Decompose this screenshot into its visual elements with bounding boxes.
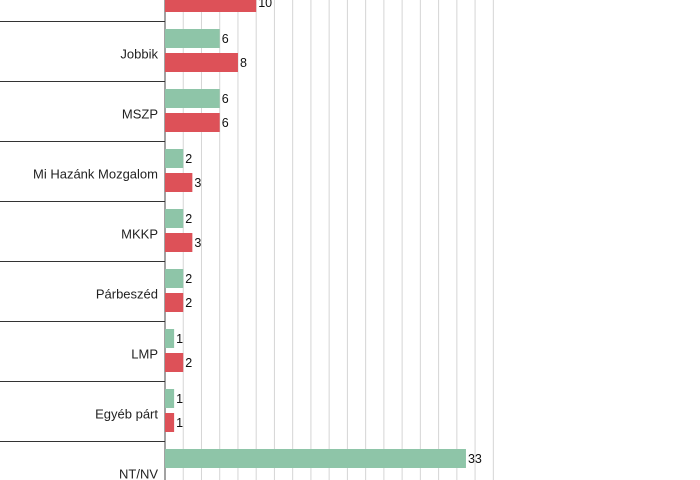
bar: [165, 389, 175, 408]
data-label: 6: [222, 116, 229, 130]
data-label: 1: [176, 332, 183, 346]
category-separators: [0, 21, 165, 442]
data-label: 8: [240, 56, 247, 70]
bar: [165, 173, 193, 192]
category-label: MSZP: [122, 106, 158, 121]
bars: [165, 0, 466, 468]
bar: [165, 353, 184, 372]
bar: [165, 449, 466, 468]
bar: [165, 269, 184, 288]
data-label: 2: [185, 296, 192, 310]
bar: [165, 113, 220, 132]
data-label: 3: [194, 176, 201, 190]
bar: [165, 293, 184, 312]
data-label: 2: [185, 272, 192, 286]
category-label: Mi Hazánk Mozgalom: [33, 166, 158, 181]
bar: [165, 209, 184, 228]
bar: [165, 329, 175, 348]
bar: [165, 89, 220, 108]
data-label: 10: [258, 0, 272, 10]
bar: [165, 149, 184, 168]
category-labels: Jobbik MSZP Mi Hazánk Mozgalom MKKP Párbeszé…: [33, 46, 159, 480]
category-label: MKKP: [121, 226, 158, 241]
data-label: 2: [185, 152, 192, 166]
data-label: 6: [222, 92, 229, 106]
bar: [165, 0, 257, 12]
data-label: 2: [185, 356, 192, 370]
category-label: Jobbik: [120, 46, 158, 61]
grid: [164, 0, 494, 480]
category-label: NT/NV: [119, 466, 158, 480]
data-label: 1: [176, 416, 183, 430]
data-label: 1: [176, 392, 183, 406]
data-label: 2: [185, 212, 192, 226]
category-label: LMP: [131, 346, 158, 361]
bar: [165, 233, 193, 252]
category-label: Egyéb párt: [95, 406, 158, 421]
bar: [165, 53, 238, 72]
data-label: 33: [468, 452, 482, 466]
bar: [165, 29, 220, 48]
data-label: 6: [222, 32, 229, 46]
bar: [165, 413, 175, 432]
data-label: 3: [194, 236, 201, 250]
category-label: Párbeszéd: [96, 286, 158, 301]
